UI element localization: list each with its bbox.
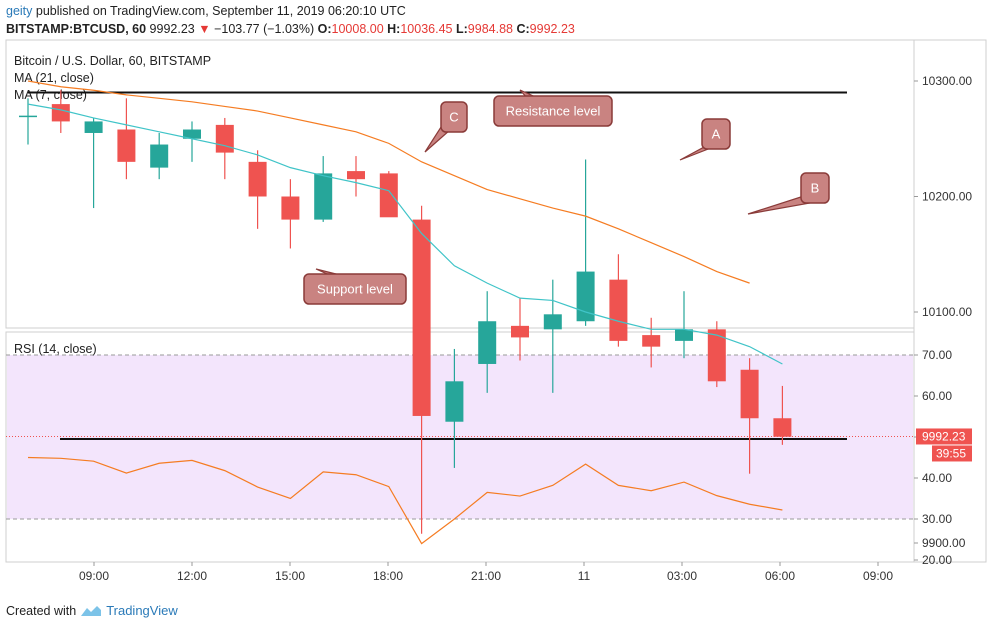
- candle-body: [773, 418, 792, 437]
- rsi-title: RSI (14, close): [14, 342, 97, 356]
- low-value: 9984.88: [467, 22, 513, 36]
- author-link[interactable]: geity: [6, 4, 33, 18]
- candle-body: [707, 329, 726, 382]
- open-value: 10008.00: [331, 22, 384, 36]
- candle-body: [215, 124, 234, 153]
- countdown-tag: [932, 445, 972, 462]
- last-price: 9992.23: [149, 22, 195, 36]
- price-tick-label: 9900.00: [922, 536, 966, 550]
- candle-body: [51, 104, 70, 122]
- rsi-line: [27, 456, 783, 545]
- high-label: H:: [387, 22, 401, 36]
- time-tick-label: 03:00: [667, 569, 697, 583]
- rsi-tick-label: 70.00: [922, 348, 952, 362]
- candle-body: [675, 329, 693, 341]
- candle-body: [150, 144, 169, 168]
- price-tick-label: 10300.00: [922, 74, 972, 88]
- publish-text: published on TradingView.com, September …: [35, 4, 406, 18]
- candle-body: [642, 335, 661, 347]
- callout-b: [800, 172, 830, 204]
- rsi-tick-label: 20.00: [922, 553, 952, 567]
- callout-c-label: C: [449, 110, 458, 125]
- price-pane: [5, 39, 915, 329]
- footer: Created with TradingView: [6, 603, 178, 618]
- time-tick-label: 12:00: [177, 569, 207, 583]
- support-callout-label: Support level: [317, 282, 393, 297]
- candle-body: [576, 271, 595, 322]
- tradingview-brand[interactable]: TradingView: [106, 603, 178, 618]
- rsi-band: [7, 355, 913, 519]
- price-tick-label: 10100.00: [922, 305, 972, 319]
- time-tick-label: 15:00: [275, 569, 305, 583]
- ma7-line: [27, 103, 783, 365]
- tradingview-logo-icon: [81, 605, 102, 616]
- candle-body: [347, 171, 365, 180]
- ma21-legend: MA (21, close): [14, 71, 94, 85]
- time-tick-label: 21:00: [471, 569, 501, 583]
- candle-body: [511, 325, 529, 338]
- time-tick-label: 06:00: [765, 569, 795, 583]
- time-tick-label: 09:00: [863, 569, 893, 583]
- candle-body: [609, 279, 628, 341]
- rsi-tick-label: 40.00: [922, 471, 952, 485]
- time-tick-label: 09:00: [79, 569, 109, 583]
- ma7-legend: MA (7, close): [14, 88, 87, 102]
- time-tick-label: 11: [578, 569, 591, 583]
- rsi-tick-label: 30.00: [922, 512, 952, 526]
- open-label: O:: [317, 22, 332, 36]
- symbol-label: BITSTAMP:BTCUSD, 60: [6, 22, 147, 36]
- high-value: 10036.45: [400, 22, 453, 36]
- candle-body: [281, 196, 300, 220]
- publish-info: geity published on TradingView.com, Sept…: [6, 4, 406, 18]
- chart-title: Bitcoin / U.S. Dollar, 60, BITSTAMP: [14, 54, 211, 68]
- close-label: C:: [516, 22, 530, 36]
- last-price-tag: [916, 428, 972, 445]
- resistance-callout: [493, 95, 613, 127]
- price-change: −103.77 (−1.03%): [214, 22, 315, 36]
- down-arrow-icon: ▼: [198, 22, 211, 36]
- candle-body: [84, 121, 103, 133]
- callout-a: [701, 118, 731, 150]
- candle-body: [19, 115, 37, 118]
- candle-body: [314, 173, 333, 220]
- candle-body: [183, 129, 201, 139]
- close-value: 9992.23: [529, 22, 575, 36]
- candle-body: [543, 314, 562, 330]
- rsi-tick-label: 60.00: [922, 389, 952, 403]
- price-tick-label: 10200.00: [922, 190, 972, 204]
- callout-a-label: A: [712, 127, 721, 142]
- candle-body: [740, 369, 759, 419]
- candle-body: [379, 173, 398, 218]
- resistance-callout-label: Resistance level: [506, 104, 601, 119]
- ma21-line: [27, 80, 750, 284]
- time-tick-label: 18:00: [373, 569, 403, 583]
- created-with-label: Created with: [6, 603, 77, 618]
- low-label: L:: [455, 22, 468, 36]
- callout-c: [440, 101, 468, 133]
- candle-body: [248, 161, 267, 197]
- support-callout: [303, 273, 407, 305]
- candle-body: [412, 219, 431, 416]
- countdown-label: 39:55: [936, 446, 966, 460]
- price-axis: [913, 39, 987, 563]
- callout-b-label: B: [811, 181, 820, 196]
- candle-body: [445, 381, 464, 422]
- quote-line: BITSTAMP:BTCUSD, 60 9992.23 ▼ −103.77 (−…: [6, 22, 575, 36]
- last-price-tag-label: 9992.23: [922, 429, 966, 443]
- candle-body: [117, 129, 136, 162]
- candle-body: [478, 321, 497, 364]
